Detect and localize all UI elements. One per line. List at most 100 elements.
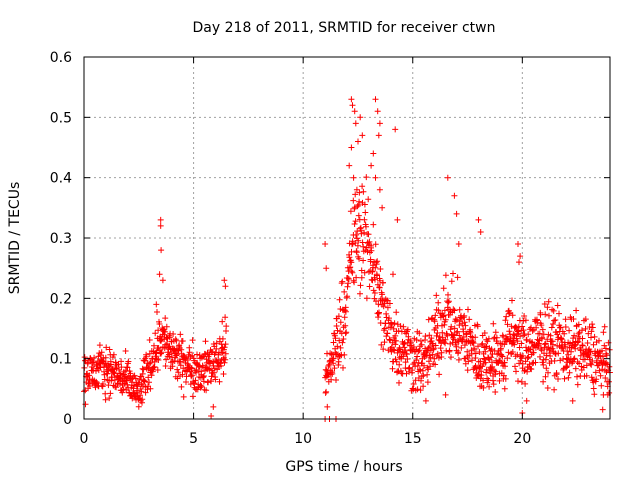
data-point <box>174 366 181 373</box>
data-point <box>346 254 353 261</box>
data-point <box>389 365 396 372</box>
data-point <box>579 335 586 342</box>
data-point <box>536 330 543 337</box>
data-point <box>417 338 424 344</box>
data-point <box>562 324 569 330</box>
data-point <box>415 359 422 366</box>
data-point <box>456 322 463 329</box>
data-point <box>370 150 377 157</box>
data-point <box>517 333 524 340</box>
data-point <box>453 210 460 217</box>
data-point <box>222 350 229 357</box>
data-point <box>398 370 405 377</box>
data-point <box>109 374 115 381</box>
data-point <box>540 378 547 385</box>
data-point <box>573 307 580 314</box>
data-point <box>344 275 351 281</box>
data-point <box>490 320 497 327</box>
data-point <box>522 380 529 387</box>
data-point <box>325 363 332 369</box>
data-point <box>386 336 393 343</box>
data-point <box>455 356 462 363</box>
data-point <box>351 279 358 286</box>
data-point <box>537 353 543 360</box>
data-point <box>446 347 453 354</box>
data-point <box>97 364 104 371</box>
data-point <box>542 311 549 318</box>
data-point <box>542 340 549 347</box>
data-point <box>442 316 449 323</box>
data-point <box>203 387 210 394</box>
data-point <box>520 317 527 324</box>
data-point <box>327 350 334 357</box>
data-point <box>554 302 561 309</box>
data-point <box>439 329 446 336</box>
data-point <box>478 372 485 379</box>
data-point <box>543 352 550 359</box>
data-point <box>365 196 372 203</box>
data-point <box>448 354 454 361</box>
data-point <box>592 369 599 376</box>
data-point <box>557 324 564 331</box>
data-point <box>394 216 401 223</box>
data-point <box>419 367 426 374</box>
data-point <box>600 329 607 336</box>
data-point <box>520 332 527 339</box>
data-point <box>530 349 537 356</box>
data-point <box>432 342 439 349</box>
data-point <box>154 309 160 315</box>
data-point <box>376 186 383 193</box>
x-tick-label: 0 <box>80 431 89 447</box>
data-point <box>431 318 438 325</box>
data-point <box>413 337 420 343</box>
data-point <box>374 281 381 288</box>
data-point <box>323 388 330 395</box>
data-point <box>564 363 571 370</box>
data-point <box>384 330 391 337</box>
data-point <box>377 266 384 272</box>
data-point <box>585 330 592 337</box>
data-point <box>392 126 399 133</box>
data-point <box>348 96 355 103</box>
data-point <box>367 256 374 263</box>
data-point <box>483 366 490 373</box>
data-point <box>521 368 528 374</box>
data-point <box>126 375 133 381</box>
data-point <box>372 264 379 271</box>
data-point <box>188 365 195 372</box>
data-point <box>360 243 367 250</box>
y-tick-label: 0.6 <box>50 50 72 66</box>
data-point <box>542 373 549 380</box>
data-point <box>375 132 382 139</box>
data-point <box>176 342 183 349</box>
data-point <box>352 191 359 198</box>
data-point <box>345 280 352 287</box>
data-point <box>463 331 470 338</box>
data-point <box>353 274 360 281</box>
data-point <box>474 323 481 330</box>
data-point <box>427 363 434 370</box>
data-point <box>368 162 375 169</box>
data-point <box>465 306 471 313</box>
data-point <box>342 322 349 329</box>
data-point <box>141 378 148 385</box>
data-point <box>418 377 424 384</box>
data-point <box>210 403 217 410</box>
data-point <box>107 390 114 397</box>
data-point <box>601 323 608 330</box>
data-point <box>356 255 363 262</box>
data-point <box>363 295 370 302</box>
data-point <box>146 360 153 367</box>
data-point <box>155 357 162 363</box>
data-point <box>339 339 346 346</box>
data-point <box>555 376 561 382</box>
data-point <box>147 359 154 366</box>
data-point <box>346 162 353 169</box>
data-point <box>450 270 456 277</box>
data-point <box>591 333 598 340</box>
data-point <box>497 345 504 352</box>
data-point <box>490 381 497 388</box>
data-point <box>571 332 578 339</box>
data-point <box>90 367 97 374</box>
data-point <box>402 359 409 366</box>
